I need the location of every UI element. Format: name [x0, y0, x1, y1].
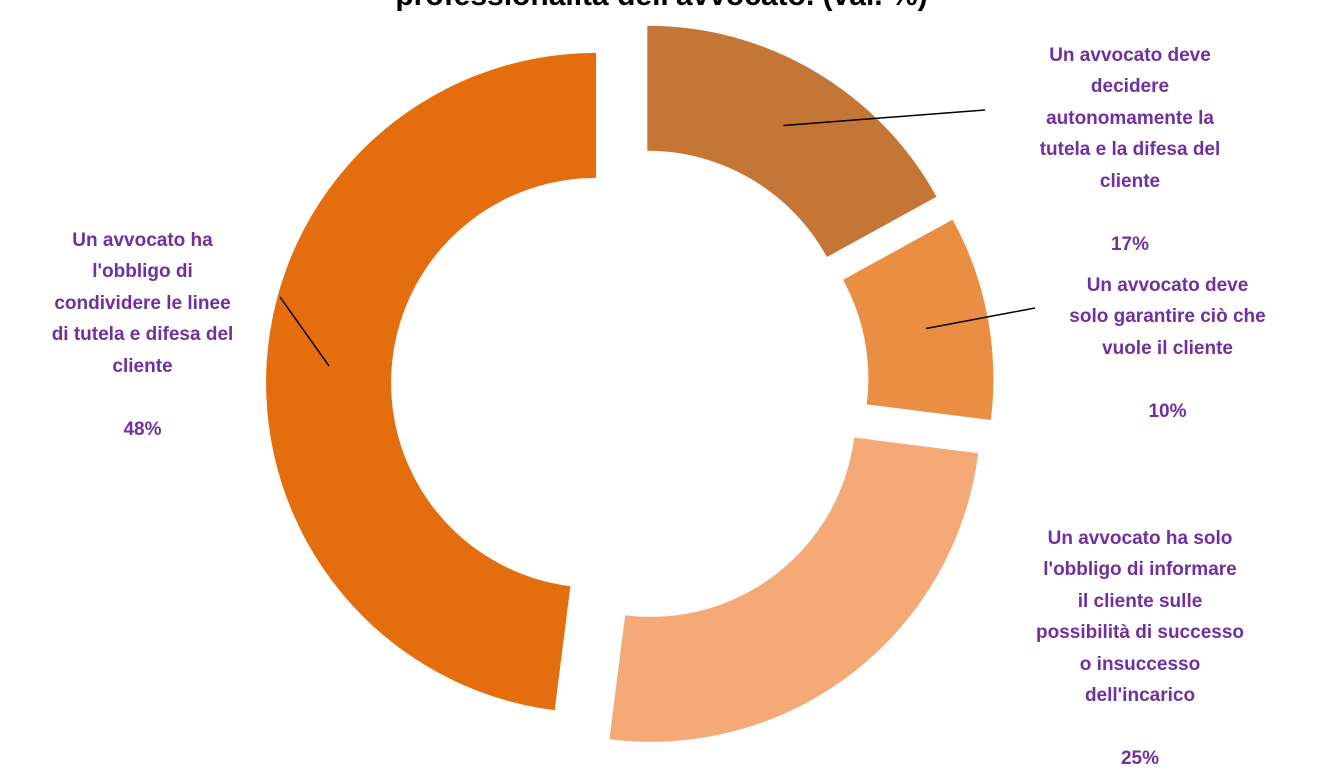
label-slice-3: Un avvocato ha solo l'obbligo di informa…: [995, 491, 1285, 775]
label-slice-2-text: Un avvocato deve solo garantire ciò che …: [1069, 274, 1266, 359]
label-slice-2: Un avvocato deve solo garantire ciò che …: [1035, 238, 1300, 427]
donut-slice-4: [266, 52, 597, 711]
leader-line-slice-2: [926, 307, 1036, 330]
label-slice-1-text: Un avvocato deve decidere autonomamente …: [1039, 44, 1221, 192]
label-slice-1: Un avvocato deve decidere autonomamente …: [985, 8, 1275, 260]
chart-title: professionalità dell'avvocato. (val. %): [0, 0, 1323, 14]
label-slice-4: Un avvocato ha l'obbligo di condividere …: [10, 193, 275, 445]
label-slice-2-value: 10%: [1148, 400, 1187, 422]
donut-slice-1: [647, 25, 937, 257]
label-slice-4-text: Un avvocato ha l'obbligo di condividere …: [51, 229, 234, 377]
label-slice-3-text: Un avvocato ha solo l'obbligo di informa…: [1035, 527, 1245, 707]
label-slice-1-value: 17%: [1110, 233, 1150, 255]
leader-line-slice-4: [279, 296, 330, 367]
leader-line-slice-1: [783, 109, 986, 127]
donut-chart: [266, 25, 1036, 742]
label-slice-4-value: 48%: [123, 418, 162, 440]
donut-slice-2: [843, 219, 994, 420]
donut-slice-3: [609, 437, 979, 742]
label-slice-3-value: 25%: [1120, 748, 1160, 769]
